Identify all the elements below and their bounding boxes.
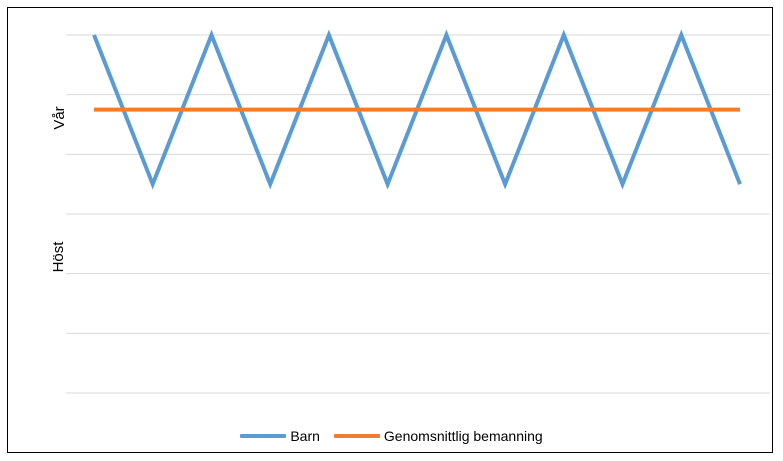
legend-swatch-bemanning	[333, 434, 380, 438]
gridlines	[66, 34, 770, 394]
y-tick-label-host: Höst	[50, 241, 67, 273]
legend-label-bemanning: Genomsnittlig bemanning	[383, 428, 543, 444]
legend-item-bemanning: Genomsnittlig bemanning	[333, 428, 543, 444]
legend: Barn Genomsnittlig bemanning	[0, 425, 783, 447]
legend-item-barn: Barn	[240, 428, 320, 444]
chart-frame	[7, 7, 773, 453]
series-layer	[92, 29, 742, 190]
legend-swatch-barn	[240, 434, 287, 438]
legend-label-barn: Barn	[290, 428, 320, 444]
y-tick-label-var: Vår	[51, 106, 68, 130]
